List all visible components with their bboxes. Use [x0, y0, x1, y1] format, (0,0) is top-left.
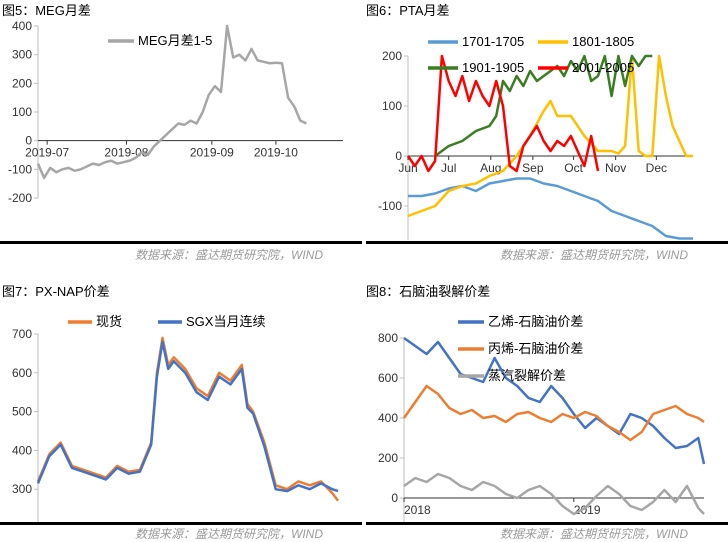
series-line	[402, 384, 705, 442]
legend-label: MEG月差1-5	[138, 33, 212, 48]
legend-label: 现货	[96, 314, 122, 329]
chart-title-meg: 图5：MEG月差	[2, 3, 91, 18]
y-tick-label: -100	[378, 199, 402, 213]
y-tick-label: 200	[378, 451, 398, 465]
x-tick-label: 2019-10	[254, 146, 298, 160]
x-tick-label: Nov	[605, 161, 626, 175]
y-tick-label: 200	[12, 76, 32, 90]
x-tick-label: Dec	[646, 161, 667, 175]
x-tick-label: Oct	[564, 161, 583, 175]
source-note: 数据来源：盛达期货研究院，WIND	[135, 248, 323, 262]
y-tick-label: -100	[8, 162, 32, 176]
x-tick-label: 2019-09	[190, 146, 234, 160]
series-line	[403, 336, 706, 465]
y-tick-label: 0	[391, 491, 398, 505]
x-tick-label: Sep	[522, 161, 544, 175]
series-line	[36, 336, 340, 502]
x-tick-label: Jul	[441, 161, 456, 175]
divider-rule	[0, 522, 362, 525]
series-line	[406, 54, 600, 173]
y-tick-label: 300	[12, 48, 32, 62]
x-tick-label: Jun	[398, 161, 417, 175]
y-tick-label: 100	[12, 105, 32, 119]
y-tick-label: 100	[382, 99, 402, 113]
y-tick-label: -200	[8, 191, 32, 205]
y-tick-label: 200	[382, 49, 402, 63]
legend-label: 1901-1905	[462, 60, 524, 75]
y-tick-label: 500	[12, 405, 32, 419]
y-tick-label: 600	[378, 371, 398, 385]
legend-label: SGX当月连续	[186, 314, 265, 329]
y-tick-label: 300	[12, 482, 32, 496]
x-tick-label: 2019	[574, 503, 601, 517]
legend-label: 乙烯-石脑油价差	[488, 314, 583, 329]
y-tick-label: 600	[12, 366, 32, 380]
series-line	[434, 54, 653, 158]
legend-label: 1701-1705	[462, 34, 524, 49]
divider-rule	[0, 241, 362, 244]
px-nap-spread-chart: 20030040050060070020182019现货SGX当月连续	[12, 314, 340, 524]
source-note: 数据来源：盛达期货研究院，WIND	[500, 248, 688, 262]
y-tick-label: 0	[25, 134, 32, 148]
series-line	[408, 177, 693, 240]
series-line	[407, 54, 693, 218]
y-tick-label: 700	[12, 327, 32, 341]
y-tick-label: 400	[12, 19, 32, 33]
naphtha-crack-spread-chart: -200020040060080020182019乙烯-石脑油价差丙烯-石脑油价…	[378, 314, 706, 524]
legend-label: 丙烯-石脑油价差	[488, 341, 583, 356]
y-tick-label: 800	[378, 331, 398, 345]
chart-title-px-nap: 图7：PX-NAP价差	[2, 284, 110, 299]
x-tick-label: Aug	[480, 161, 501, 175]
y-tick-label: 400	[12, 443, 32, 457]
pta-spread-chart: -200-1000100200JunJulAugSepOctNovDec1701…	[378, 34, 693, 240]
series-line	[403, 472, 705, 516]
legend-label: 蒸汽裂解价差	[488, 368, 566, 383]
series-line	[36, 340, 339, 493]
divider-rule	[366, 241, 728, 244]
legend-label: 2001-2005	[572, 60, 634, 75]
x-tick-label: 2019-07	[25, 146, 69, 160]
divider-rule	[366, 522, 728, 525]
legend-label: 1801-1805	[572, 34, 634, 49]
source-note: 数据来源：盛达期货研究院，WIND	[135, 527, 323, 541]
y-tick-label: 400	[378, 411, 398, 425]
y-tick-label: 0	[395, 149, 402, 163]
x-tick-label: 2018	[404, 503, 431, 517]
source-note: 数据来源：盛达期货研究院，WIND	[500, 527, 688, 541]
series-line	[36, 24, 307, 180]
chart-title-naphtha: 图8：石脑油裂解价差	[366, 284, 491, 299]
chart-title-pta: 图6：PTA月差	[366, 3, 450, 18]
